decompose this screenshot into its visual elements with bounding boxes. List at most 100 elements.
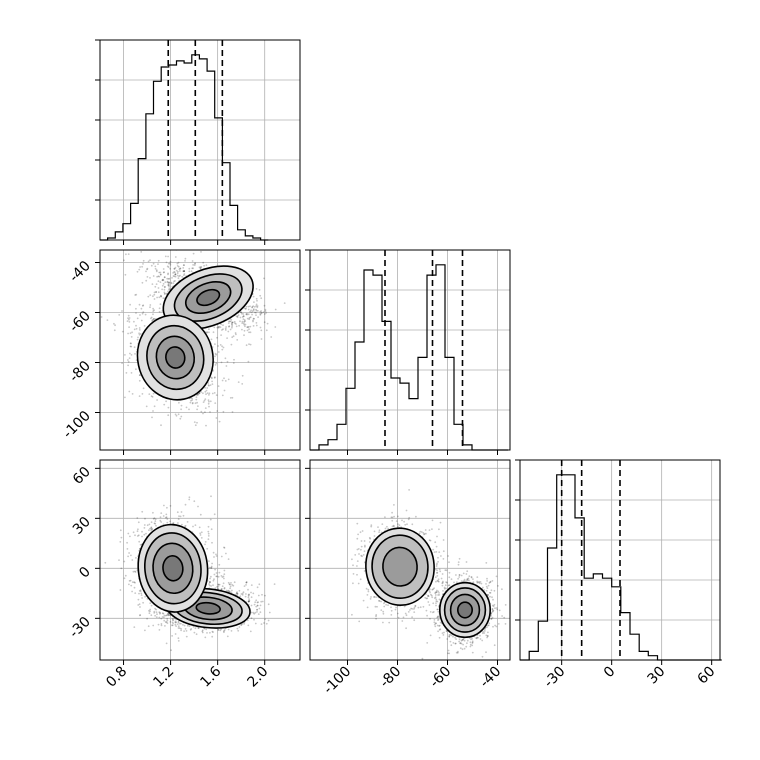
joint-panel-0-1-sample-715 [250, 309, 253, 312]
joint-panel-0-1-sample-2102 [163, 288, 166, 291]
joint-panel-0-2-sample-1 [163, 619, 166, 622]
joint-panel-0-1-sample-1651 [128, 321, 131, 323]
joint-panel-0-1-sample-722 [161, 279, 164, 282]
joint-panel-0-1-sample-599 [253, 311, 256, 314]
joint-panel-0-1-sample-1046 [157, 291, 160, 294]
joint-panel-0-1-sample-295 [149, 304, 152, 306]
joint-panel-0-2-sample-840 [250, 596, 253, 599]
joint-panel-0-1-sample-918 [152, 262, 155, 265]
joint-panel-0-1-sample-39 [184, 260, 186, 262]
joint-panel-0-1-sample-786 [154, 265, 157, 268]
joint-panel-0-2-sample-458 [231, 589, 233, 592]
hist-panel-1-frame [309, 249, 511, 451]
joint-panel-0-1-sample-923 [241, 322, 244, 324]
joint-panel-0-1-sample-2388 [214, 402, 217, 404]
joint-panel-0-1-sample-495 [157, 263, 159, 265]
joint-panel-0-1-sample-1010 [231, 321, 234, 324]
joint-panel-0-2-sample-26 [223, 569, 226, 572]
joint-panel-0-1-sample-1893 [195, 396, 198, 398]
joint-panel-0-1-sample-138 [256, 305, 259, 307]
joint-panel-0-1-sample-354 [145, 279, 148, 282]
joint-panel-0-2-sample-221 [250, 584, 253, 586]
joint-panel-0-1-mode-0-contour-3 [162, 265, 254, 330]
joint-panel-0-2-sample-427 [259, 604, 262, 607]
joint-panel-0-1-sample-1165 [174, 280, 176, 282]
joint-panel-0-1-sample-1144 [220, 323, 223, 326]
joint-panel-0-2-sample-1987 [210, 495, 212, 498]
joint-panel-0-1-sample-2545 [203, 399, 206, 402]
joint-panel-0-1-sample-2500 [152, 392, 155, 395]
joint-panel-0-2-sample-166 [174, 623, 177, 626]
joint-panel-0-2-sample-388 [252, 592, 255, 595]
joint-panel-0-2-sample-200 [248, 598, 251, 601]
joint-panel-0-1-sample-1082 [168, 288, 170, 291]
hist-panel-0-grid [100, 40, 300, 240]
joint-panel-0-1-sample-2285 [224, 380, 227, 382]
joint-panel-0-2-sample-1609 [177, 640, 180, 642]
joint-panel-0-2-sample-1552 [207, 525, 210, 528]
y-tick-label: -60 [66, 308, 93, 335]
joint-panel-0-2-sample-942 [247, 600, 250, 603]
joint-panel-0-1-sample-271 [149, 259, 151, 262]
joint-panel-0-2-sample-1104 [256, 604, 259, 607]
joint-panel-0-2-sample-1358 [174, 620, 177, 623]
joint-panel-0-1-sample-2121 [225, 365, 228, 367]
joint-panel-0-1-sample-375 [164, 281, 167, 284]
joint-panel-0-1-sample-1061 [221, 329, 223, 331]
joint-panel-0-2-sample-173 [167, 614, 170, 617]
joint-panel-0-1-sample-1600 [165, 400, 168, 403]
joint-panel-0-1-sample-251 [248, 331, 250, 334]
joint-panel-0-1-sample-806 [139, 266, 142, 268]
joint-panel-0-1-sample-2069 [190, 399, 192, 402]
joint-panel-0-2-sample-1294 [163, 614, 166, 617]
joint-panel-0-1-sample-187 [251, 306, 254, 309]
joint-panel-0-2-sample-1738 [143, 533, 146, 536]
joint-panel-0-2-sample-1203 [206, 632, 208, 634]
joint-panel-0-1-sample-677 [153, 298, 156, 300]
joint-panel-0-1-sample-1657 [221, 379, 224, 382]
joint-panel-0-1-sample-320 [151, 283, 154, 285]
joint-panel-0-1-sample-2426 [141, 312, 144, 315]
joint-panel-0-1-sample-1226 [228, 320, 230, 323]
joint-panel-0-1-sample-104 [216, 326, 219, 329]
joint-panel-0-2-sample-1349 [185, 635, 188, 638]
joint-panel-0-2-sample-1289 [256, 611, 258, 613]
joint-panel-0-2-sample-1943 [139, 589, 142, 591]
joint-panel-0-2-sample-105 [239, 595, 242, 598]
joint-panel-0-1-sample-565 [252, 308, 255, 310]
joint-panel-0-1-sample-2087 [218, 420, 221, 423]
joint-panel-0-2-sample-1490 [210, 528, 213, 531]
joint-panel-0-1-sample-2459 [211, 392, 214, 395]
joint-panel-0-1-sample-637 [249, 305, 251, 308]
y-tick-label: -100 [60, 408, 94, 442]
joint-panel-0-1-sample-1175 [255, 311, 257, 314]
hist-panel-0-yticks [95, 39, 100, 201]
joint-panel-0-1-sample-2451 [204, 387, 207, 389]
joint-panel-0-1-sample-456 [231, 323, 234, 326]
joint-panel-0-1-sample-2233 [113, 329, 116, 332]
joint-panel-0-1-sample-303 [167, 255, 170, 258]
joint-panel-0-2-sample-1058 [166, 622, 169, 625]
joint-panel-0-1-sample-1389 [251, 310, 254, 313]
joint-panel-0-1-sample-2462 [114, 324, 116, 327]
joint-panel-0-1-sample-650 [152, 275, 155, 277]
y-tick-label: -40 [66, 258, 93, 285]
joint-panel-0-2-sample-1707 [135, 557, 137, 559]
joint-panel-0-1-sample-1418 [206, 331, 209, 333]
joint-panel-0-2-sample-1434 [153, 522, 156, 525]
joint-panel-0-2-sample-1059 [223, 587, 226, 589]
joint-panel-0-1-sample-273 [142, 259, 145, 262]
joint-panel-0-2-sample-357 [165, 621, 168, 623]
joint-panel-0-2-sample-1286 [217, 583, 220, 586]
joint-panel-0-1-sample-2318 [156, 399, 159, 401]
joint-panel-0-2-sample-170 [240, 593, 243, 595]
joint-panel-0-2-sample-1143 [242, 591, 245, 594]
joint-panel-0-1-sample-63 [167, 290, 169, 293]
joint-panel-0-1-sample-2487 [193, 421, 196, 423]
joint-panel-0-1-sample-489 [174, 273, 177, 276]
joint-panel-0-2-sample-517 [243, 622, 246, 625]
joint-panel-0-2-sample-205 [250, 617, 253, 620]
joint-panel-0-1-sample-813 [260, 338, 263, 340]
joint-panel-0-1-sample-447 [191, 260, 194, 262]
